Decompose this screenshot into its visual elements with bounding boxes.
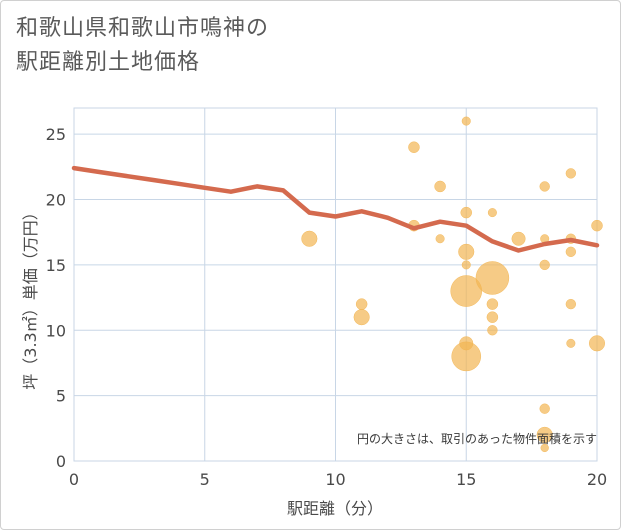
- bubble-point: [353, 309, 370, 326]
- bubble-point: [408, 141, 420, 153]
- bubble-point: [565, 246, 577, 257]
- axes: 0 5 10 15 20 0 5 10 15 20 25: [46, 125, 608, 489]
- x-axis-title: 駅距離（分）: [287, 499, 383, 518]
- title-line-2: 駅距離別土地価格: [16, 50, 201, 75]
- x-tick-label: 0: [69, 470, 79, 489]
- bubble-point: [588, 335, 606, 352]
- bubble-point: [487, 208, 497, 218]
- bubble-point: [460, 206, 472, 219]
- bubble-point: [434, 180, 446, 193]
- plot-border: [73, 107, 598, 462]
- x-tick-label: 20: [587, 470, 607, 489]
- y-tick-label: 0: [56, 452, 66, 471]
- bubble-point: [435, 234, 445, 244]
- bubble-point: [486, 298, 499, 310]
- bubble-point: [565, 298, 577, 310]
- x-tick-label: 5: [200, 470, 210, 489]
- chart-note: 円の大きさは、取引のあった物件面積を示す: [357, 431, 597, 446]
- trend-line: [71, 165, 600, 253]
- title-line-1: 和歌山県和歌山市鳴神の: [16, 16, 270, 41]
- bubble-point: [301, 230, 318, 247]
- bubble-point: [461, 116, 471, 126]
- bubble-point: [451, 341, 482, 372]
- chart-title: 和歌山県和歌山市鳴神の 駅距離別土地価格: [16, 12, 269, 80]
- y-tick-label: 20: [46, 191, 66, 210]
- y-tick-label: 15: [46, 256, 66, 275]
- bubble-point: [486, 311, 499, 323]
- bubble-point: [450, 275, 483, 307]
- bubble-point: [565, 168, 577, 179]
- bubble-series: [301, 116, 606, 453]
- x-tick-label: 10: [325, 470, 345, 489]
- bubble-point: [355, 298, 368, 310]
- y-axis-title: 坪（3.3㎡）単価（万円）: [21, 204, 40, 389]
- bubble-point: [591, 219, 603, 232]
- bubble-point: [540, 443, 549, 453]
- bubble-point: [475, 261, 510, 295]
- bubble-point: [461, 260, 471, 270]
- x-tick-label: 15: [456, 470, 476, 489]
- bubble-point: [539, 259, 550, 271]
- y-tick-label: 25: [46, 125, 66, 144]
- bubble-point: [536, 426, 553, 443]
- y-tick-label: 10: [46, 321, 66, 340]
- bubble-point: [458, 243, 475, 260]
- bubble-point: [487, 325, 498, 336]
- bubble-point: [511, 231, 526, 246]
- bubble-point: [566, 338, 576, 348]
- trend-series: [71, 165, 600, 253]
- grid-lines: [73, 107, 598, 462]
- bubble-point: [539, 181, 550, 192]
- bubble-point: [539, 403, 550, 414]
- y-tick-label: 5: [56, 387, 66, 406]
